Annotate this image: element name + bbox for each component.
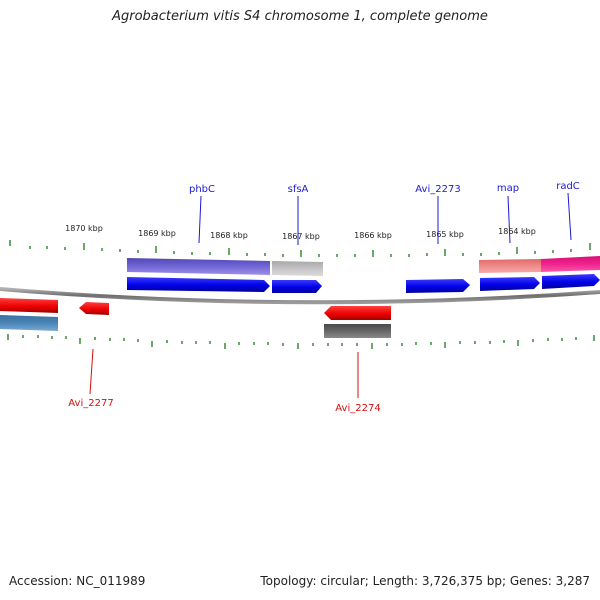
leader-radC bbox=[567, 192, 572, 241]
cds-arrow-Avi_2277[interactable] bbox=[79, 302, 109, 315]
feature-bar-radC[interactable] bbox=[541, 256, 600, 272]
feature-bar-left-reverse[interactable] bbox=[0, 315, 58, 331]
inner-minor-ticks bbox=[7, 334, 595, 349]
label-leaders bbox=[89, 192, 572, 398]
accession-label: Accession: NC_011989 bbox=[9, 574, 146, 588]
scale-label: 1864 kbp bbox=[498, 227, 536, 236]
feature-bar-sfsA[interactable] bbox=[272, 261, 323, 276]
outer-minor-ticks bbox=[9, 240, 591, 257]
gene-label-phbC[interactable]: phbC bbox=[189, 184, 215, 195]
cds-arrow-left-reverse[interactable] bbox=[0, 298, 58, 313]
map-title: Agrobacterium vitis S4 chromosome 1, com… bbox=[112, 9, 488, 24]
scale-label: 1868 kbp bbox=[210, 231, 248, 240]
gene-label-radC[interactable]: radC bbox=[556, 181, 580, 192]
genome-backbone bbox=[0, 287, 600, 305]
gene-label-sfsA[interactable]: sfsA bbox=[288, 184, 309, 195]
gene-label-map[interactable]: map bbox=[497, 183, 519, 194]
leader-phbC bbox=[198, 195, 202, 244]
outer-scale-ticks bbox=[9, 240, 591, 257]
leader-Avi_2277 bbox=[89, 348, 94, 395]
scale-label: 1867 kbp bbox=[282, 232, 320, 241]
cds-arrow-phbC[interactable] bbox=[127, 277, 270, 292]
scale-label: 1866 kbp bbox=[354, 231, 392, 240]
gene-label-Avi_2277[interactable]: Avi_2277 bbox=[68, 398, 113, 409]
scale-label: 1865 kbp bbox=[426, 230, 464, 239]
gene-label-Avi_2273[interactable]: Avi_2273 bbox=[415, 184, 460, 195]
scale-label: 1869 kbp bbox=[138, 229, 176, 238]
feature-bar-map[interactable] bbox=[479, 259, 541, 273]
cds-arrow-sfsA[interactable] bbox=[272, 280, 322, 293]
scale-label: 1870 kbp bbox=[65, 224, 103, 233]
cds-arrow-Avi_2273[interactable] bbox=[406, 279, 470, 293]
cds-arrow-Avi_2274[interactable] bbox=[324, 306, 391, 320]
feature-bar-phbC[interactable] bbox=[127, 258, 270, 275]
cds-arrow-map[interactable] bbox=[480, 277, 540, 291]
feature-bar-Avi_2274[interactable] bbox=[324, 324, 391, 338]
genome-summary: Topology: circular; Length: 3,726,375 bp… bbox=[260, 574, 590, 588]
inner-scale-ticks bbox=[7, 334, 595, 349]
gene-label-Avi_2274[interactable]: Avi_2274 bbox=[335, 403, 380, 414]
cds-arrow-radC[interactable] bbox=[542, 274, 600, 289]
leader-map bbox=[507, 195, 511, 244]
